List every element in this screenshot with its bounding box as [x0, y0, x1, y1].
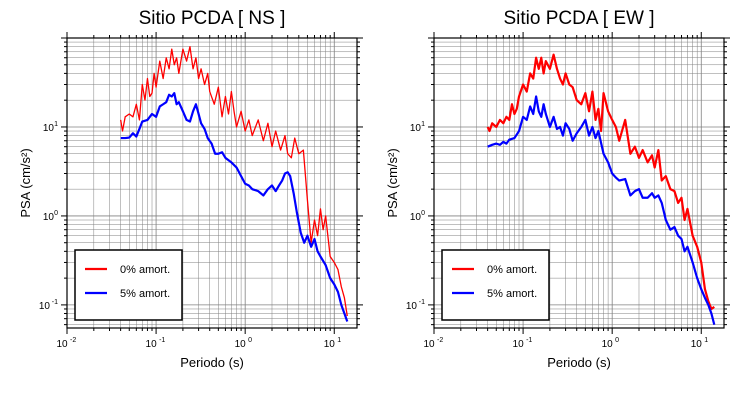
plot-frame: [66, 37, 358, 329]
legend: 0% amort. 5% amort.: [441, 249, 550, 321]
x-axis-label: Periodo (s): [547, 355, 611, 370]
y-tick-label: 10: [43, 123, 55, 134]
legend-label: 0% amort.: [120, 264, 170, 276]
y-tick-label-exponent: 0: [54, 210, 58, 217]
plot-frame: [433, 37, 725, 329]
y-tick-label-exponent: -1: [419, 299, 425, 306]
x-tick-label-exponent: 1: [337, 337, 341, 344]
x-tick-label: 10: [56, 339, 68, 350]
series-line-damped: [120, 92, 349, 322]
legend-label: 5% amort.: [487, 288, 537, 300]
legend-label: 5% amort.: [120, 288, 170, 300]
series-line-undamped: [119, 45, 348, 317]
x-tick-label: 10: [235, 339, 247, 350]
x-tick-label-exponent: -1: [526, 337, 532, 344]
x-tick-label-exponent: -2: [437, 337, 443, 344]
x-tick-label: 10: [146, 339, 158, 350]
x-tick-label: 10: [602, 339, 614, 350]
x-axis-label: Periodo (s): [180, 355, 244, 370]
x-tick-label: 10: [324, 339, 336, 350]
series-line-damped: [487, 95, 716, 325]
y-tick-label: 10: [410, 123, 422, 134]
x-tick-label-exponent: -2: [70, 337, 76, 344]
legend-box: [74, 249, 183, 321]
y-axis-label: PSA (cm/s²): [18, 148, 33, 217]
legend: 0% amort. 5% amort.: [74, 249, 183, 321]
y-tick-label-exponent: -1: [52, 299, 58, 306]
y-tick-label: 10: [406, 301, 418, 312]
y-tick-label-exponent: 1: [421, 121, 425, 128]
x-tick-label-exponent: -1: [159, 337, 165, 344]
y-tick-label-exponent: 0: [421, 210, 425, 217]
x-tick-label-exponent: 1: [704, 337, 708, 344]
x-tick-label-exponent: 0: [615, 337, 619, 344]
legend-label: 0% amort.: [487, 264, 537, 276]
x-tick-label: 10: [513, 339, 525, 350]
series-line-undamped: [486, 53, 715, 311]
y-axis-label: PSA (cm/s²): [385, 148, 400, 217]
chart-title: Sitio PCDA [ NS ]: [139, 8, 286, 29]
legend-box: [441, 249, 550, 321]
x-tick-label: 10: [691, 339, 703, 350]
chart-title: Sitio PCDA [ EW ]: [504, 8, 655, 29]
y-tick-label: 10: [39, 301, 51, 312]
y-tick-label: 10: [410, 212, 422, 223]
y-tick-label: 10: [43, 212, 55, 223]
y-tick-label-exponent: 1: [54, 121, 58, 128]
x-tick-label: 10: [423, 339, 435, 350]
x-tick-label-exponent: 0: [248, 337, 252, 344]
